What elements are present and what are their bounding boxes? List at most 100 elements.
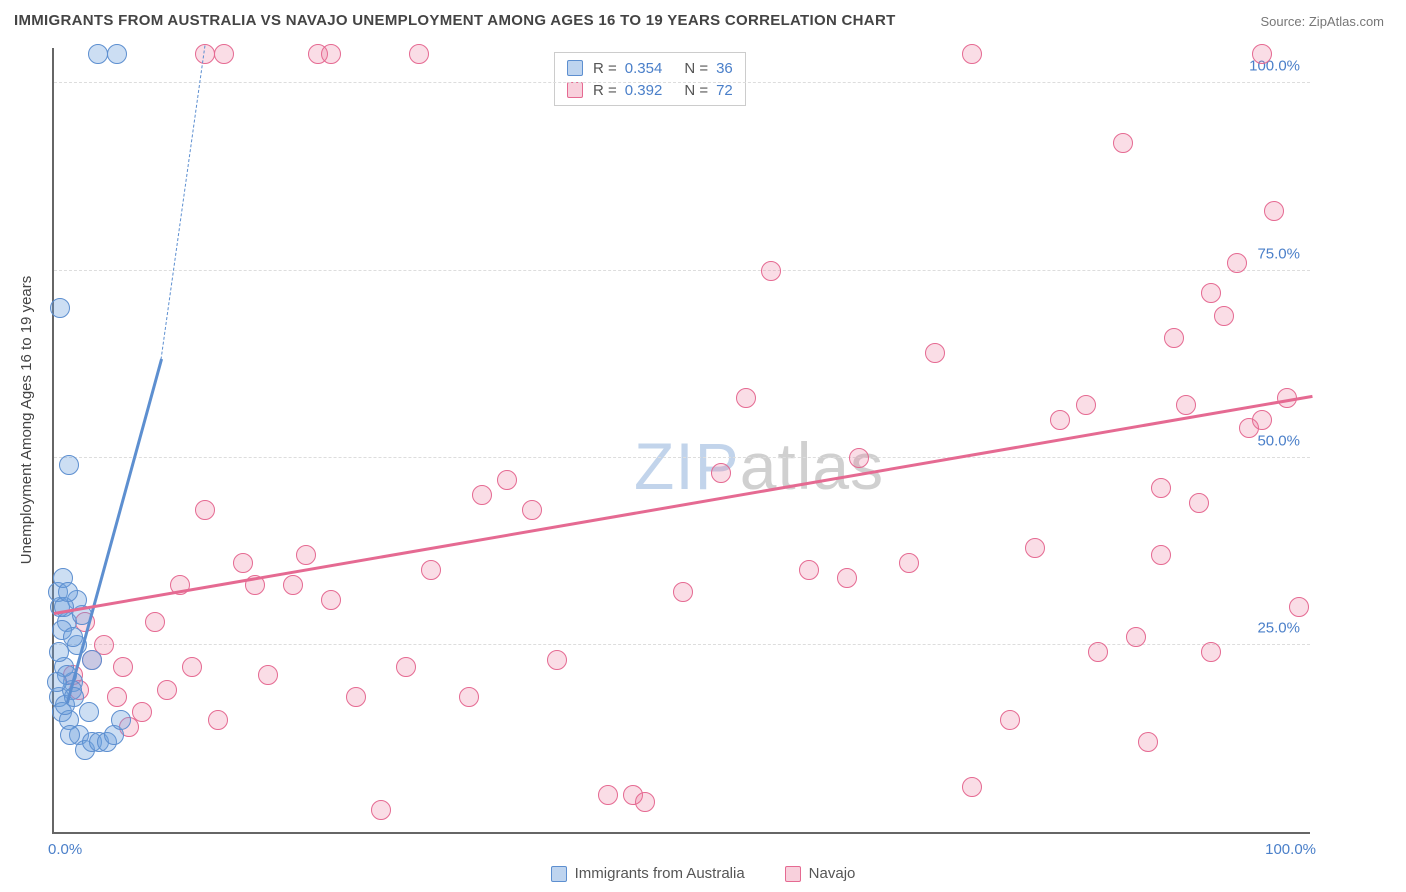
data-point xyxy=(82,650,102,670)
data-point xyxy=(88,44,108,64)
data-point xyxy=(962,777,982,797)
y-tick-label: 75.0% xyxy=(1257,245,1300,262)
legend-label-pink: Navajo xyxy=(809,865,856,882)
data-point xyxy=(1076,395,1096,415)
data-point xyxy=(1289,597,1309,617)
data-point xyxy=(849,448,869,468)
data-point xyxy=(547,650,567,670)
scatter-plot: R = 0.354 N = 36 R = 0.392 N = 72 ZIPatl… xyxy=(52,48,1310,834)
data-point xyxy=(50,298,70,318)
legend-row-blue: R = 0.354 N = 36 xyxy=(567,57,733,79)
data-point xyxy=(1138,732,1158,752)
data-point xyxy=(1227,253,1247,273)
swatch-pink xyxy=(567,82,583,98)
data-point xyxy=(233,553,253,573)
data-point xyxy=(472,485,492,505)
data-point xyxy=(58,582,78,602)
r-label: R = xyxy=(593,82,617,99)
data-point xyxy=(635,792,655,812)
data-point xyxy=(60,725,80,745)
chart-title: IMMIGRANTS FROM AUSTRALIA VS NAVAJO UNEM… xyxy=(14,12,896,29)
gridline xyxy=(54,457,1310,458)
data-point xyxy=(409,44,429,64)
data-point xyxy=(258,665,278,685)
data-point xyxy=(113,657,133,677)
data-point xyxy=(396,657,416,677)
data-point xyxy=(208,710,228,730)
series-legend: Immigrants from Australia Navajo xyxy=(0,865,1406,882)
legend-item-pink: Navajo xyxy=(785,865,856,882)
data-point xyxy=(1164,328,1184,348)
data-point xyxy=(1252,44,1272,64)
data-point xyxy=(522,500,542,520)
swatch-blue xyxy=(567,60,583,76)
data-point xyxy=(761,261,781,281)
data-point xyxy=(1151,478,1171,498)
data-point xyxy=(1189,493,1209,513)
n-value-pink: 72 xyxy=(716,82,733,99)
data-point xyxy=(1151,545,1171,565)
n-label: N = xyxy=(684,60,708,77)
source-label: Source: ZipAtlas.com xyxy=(1260,14,1384,29)
data-point xyxy=(132,702,152,722)
n-value-blue: 36 xyxy=(716,60,733,77)
swatch-blue xyxy=(551,866,567,882)
data-point xyxy=(214,44,234,64)
r-value-blue: 0.354 xyxy=(625,60,663,77)
data-point xyxy=(1126,627,1146,647)
data-point xyxy=(497,470,517,490)
data-point xyxy=(371,800,391,820)
y-axis-label: Unemployment Among Ages 16 to 19 years xyxy=(18,276,35,565)
data-point xyxy=(736,388,756,408)
data-point xyxy=(1201,642,1221,662)
data-point xyxy=(283,575,303,595)
data-point xyxy=(1264,201,1284,221)
legend-item-blue: Immigrants from Australia xyxy=(551,865,745,882)
data-point xyxy=(837,568,857,588)
data-point xyxy=(111,710,131,730)
data-point xyxy=(79,702,99,722)
data-point xyxy=(711,463,731,483)
data-point xyxy=(296,545,316,565)
trend-line xyxy=(65,359,162,704)
data-point xyxy=(1201,283,1221,303)
n-label: N = xyxy=(684,82,708,99)
data-point xyxy=(59,455,79,475)
data-point xyxy=(145,612,165,632)
x-tick-label: 100.0% xyxy=(1265,841,1316,858)
legend-label-blue: Immigrants from Australia xyxy=(575,865,745,882)
r-label: R = xyxy=(593,60,617,77)
data-point xyxy=(799,560,819,580)
data-point xyxy=(673,582,693,602)
data-point xyxy=(1252,410,1272,430)
data-point xyxy=(1025,538,1045,558)
data-point xyxy=(195,500,215,520)
y-tick-label: 25.0% xyxy=(1257,619,1300,636)
data-point xyxy=(598,785,618,805)
gridline xyxy=(54,644,1310,645)
data-point xyxy=(962,44,982,64)
data-point xyxy=(925,343,945,363)
data-point xyxy=(321,44,341,64)
data-point xyxy=(421,560,441,580)
x-tick-label: 0.0% xyxy=(48,841,82,858)
swatch-pink xyxy=(785,866,801,882)
data-point xyxy=(459,687,479,707)
data-point xyxy=(1176,395,1196,415)
data-point xyxy=(107,44,127,64)
r-value-pink: 0.392 xyxy=(625,82,663,99)
data-point xyxy=(1113,133,1133,153)
trend-line xyxy=(160,45,205,360)
data-point xyxy=(47,672,67,692)
data-point xyxy=(346,687,366,707)
y-tick-label: 50.0% xyxy=(1257,432,1300,449)
data-point xyxy=(1214,306,1234,326)
gridline xyxy=(54,270,1310,271)
data-point xyxy=(63,627,83,647)
data-point xyxy=(899,553,919,573)
data-point xyxy=(107,687,127,707)
gridline xyxy=(54,82,1310,83)
data-point xyxy=(321,590,341,610)
data-point xyxy=(1088,642,1108,662)
data-point xyxy=(182,657,202,677)
